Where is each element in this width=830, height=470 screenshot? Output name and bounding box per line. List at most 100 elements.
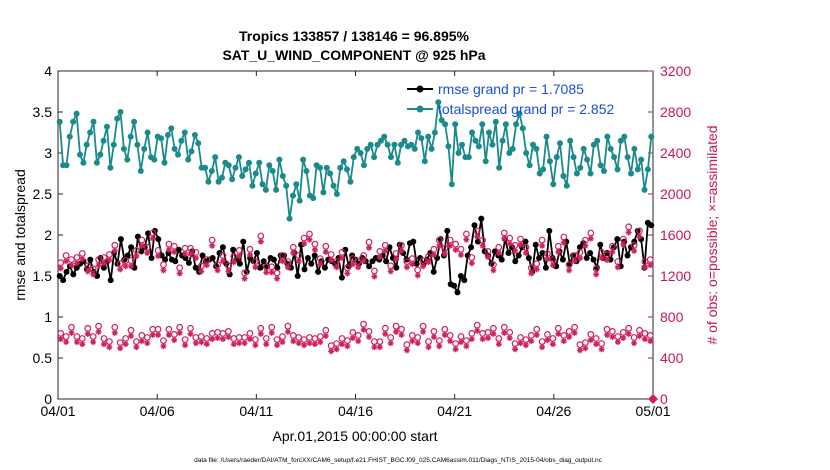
obs-high-assimilated-marker xyxy=(128,263,135,270)
legend-rmse-marker xyxy=(416,85,424,93)
totalspread-point xyxy=(580,145,587,152)
obs-low-assimilated-marker xyxy=(468,336,475,343)
totalspread-point xyxy=(137,168,144,174)
obs-low-assimilated-marker xyxy=(133,344,140,351)
totalspread-point xyxy=(374,141,381,148)
obs-low-assimilated-marker xyxy=(571,329,578,336)
totalspread-point xyxy=(482,158,489,165)
totalspread-point xyxy=(553,154,560,161)
obs-high-assimilated-marker xyxy=(317,261,324,268)
obs-high-assimilated-marker xyxy=(219,258,226,265)
totalspread-point xyxy=(526,162,533,169)
obs-low-assimilated-marker xyxy=(517,340,524,347)
obs-low-assimilated-marker xyxy=(604,331,611,338)
obs-high-assimilated-marker xyxy=(106,257,113,264)
rmse-point xyxy=(257,264,264,271)
rmse-point xyxy=(410,238,417,245)
totalspread-point xyxy=(97,151,104,158)
totalspread-point xyxy=(300,156,307,163)
obs-high-assimilated-marker xyxy=(474,233,481,240)
totalspread-point xyxy=(502,121,509,128)
obs-low-assimilated-marker xyxy=(57,336,64,343)
obs-low-assimilated-marker xyxy=(295,340,302,347)
obs-low-assimilated-marker xyxy=(171,337,178,344)
obs-high-assimilated-marker xyxy=(63,258,70,265)
obs-low-assimilated-marker xyxy=(73,339,80,346)
obs-low-assimilated-marker xyxy=(631,340,638,347)
rmse-point xyxy=(172,258,179,265)
rmse-point xyxy=(56,273,63,279)
rmse-point xyxy=(366,263,373,270)
totalspread-point xyxy=(607,145,614,152)
totalspread-point xyxy=(435,99,442,106)
totalspread-point xyxy=(259,181,266,188)
totalspread-point xyxy=(415,129,421,136)
obs-high-assimilated-marker xyxy=(203,262,210,269)
rmse-point xyxy=(73,264,80,271)
obs-low-assimilated-marker xyxy=(317,339,324,346)
y-right-tick-label: 2000 xyxy=(660,186,691,202)
rmse-point xyxy=(87,256,94,263)
totalspread-point xyxy=(266,162,273,169)
totalspread-point xyxy=(327,170,334,177)
rmse-point xyxy=(148,255,155,261)
obs-low-assimilated-marker xyxy=(549,341,556,348)
totalspread-point xyxy=(469,129,476,136)
obs-low-assimilated-marker xyxy=(301,342,308,349)
obs-high-assimilated-marker xyxy=(420,263,427,270)
y-right-tick-label: 2800 xyxy=(660,104,691,120)
rmse-point xyxy=(294,273,301,279)
obs-high-assimilated-marker xyxy=(79,256,86,263)
totalspread-point xyxy=(276,156,283,163)
totalspread-point xyxy=(371,154,378,161)
obs-high-assimilated-marker xyxy=(625,229,632,236)
obs-high-assimilated-marker xyxy=(138,242,145,249)
obs-low-assimilated-marker xyxy=(474,327,481,334)
obs-high-assimilated-marker xyxy=(528,270,535,277)
totalspread-point xyxy=(418,135,425,142)
obs-high-assimilated-marker xyxy=(306,236,313,243)
obs-high-assimilated-marker xyxy=(171,248,178,255)
totalspread-point xyxy=(563,182,570,189)
obs-high-assimilated-marker xyxy=(100,260,107,267)
obs-high-assimilated-marker xyxy=(187,250,194,257)
obs-high-assimilated-marker xyxy=(393,256,400,263)
obs-low-assimilated-marker xyxy=(393,328,400,335)
obs-high-assimilated-marker xyxy=(225,268,232,275)
rmse-point xyxy=(522,238,529,245)
totalspread-point xyxy=(499,137,506,144)
totalspread-point xyxy=(303,168,310,174)
totalspread-point xyxy=(181,129,188,136)
obs-low-assimilated-marker xyxy=(420,328,427,335)
obs-high-assimilated-marker xyxy=(344,270,351,277)
totalspread-point xyxy=(286,215,293,222)
obs-low-assimilated-marker xyxy=(598,346,605,353)
obs-low-assimilated-marker xyxy=(414,340,421,347)
rmse-point xyxy=(162,256,169,263)
rmse-point xyxy=(107,277,114,284)
obs-high-assimilated-marker xyxy=(68,262,75,269)
rmse-point xyxy=(199,252,206,259)
y-right-tick-label: 800 xyxy=(660,309,684,325)
totalspread-point xyxy=(269,168,276,174)
rmse-point xyxy=(505,250,512,256)
totalspread-point xyxy=(323,164,330,171)
totalspread-point xyxy=(452,121,459,128)
x-tick-label: 05/01 xyxy=(635,403,670,419)
totalspread-point xyxy=(320,189,327,196)
obs-high-assimilated-marker xyxy=(182,250,189,257)
totalspread-point xyxy=(158,135,165,142)
totalspread-point xyxy=(543,133,550,140)
obs-low-assimilated-marker xyxy=(149,331,156,338)
rmse-point xyxy=(542,264,549,271)
rmse-point xyxy=(536,255,543,261)
obs-high-assimilated-marker xyxy=(149,235,156,242)
y-left-tick-label: 1 xyxy=(44,309,52,325)
y-left-tick-label: 3 xyxy=(44,145,52,161)
totalspread-point xyxy=(384,141,391,148)
obs-low-assimilated-marker xyxy=(95,328,102,335)
obs-high-assimilated-marker xyxy=(631,247,638,254)
totalspread-point xyxy=(208,168,215,174)
obs-low-assimilated-marker xyxy=(452,346,459,353)
obs-low-assimilated-marker xyxy=(436,343,443,350)
